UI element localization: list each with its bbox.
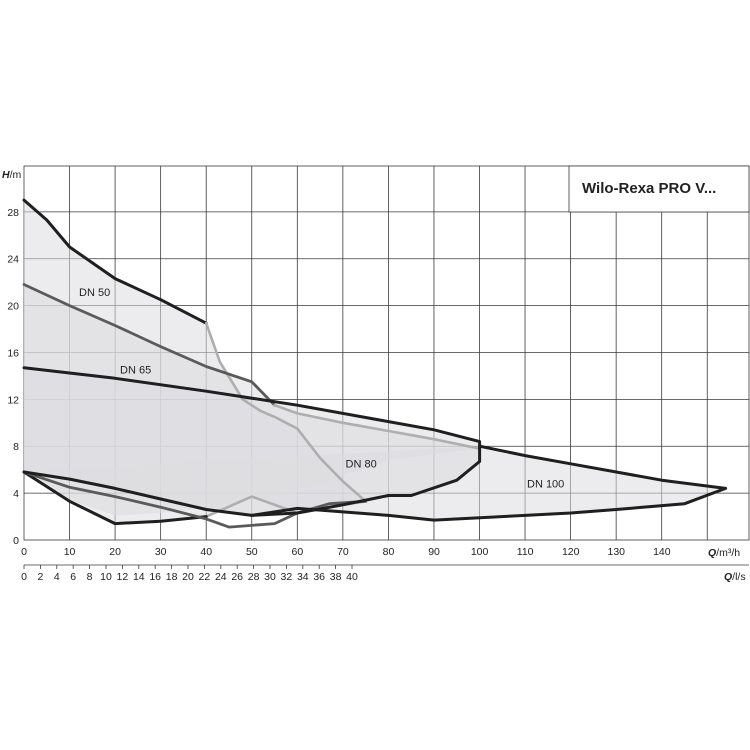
x-tick-label-primary: 60 (292, 546, 304, 558)
x-tick-label-primary: 80 (383, 546, 395, 558)
x-tick-label-secondary: 30 (264, 571, 276, 583)
x-tick-label-secondary: 28 (248, 571, 260, 583)
x-tick-label-secondary: 24 (215, 571, 227, 583)
x-tick-label-primary: 50 (246, 546, 258, 558)
chart-title: Wilo-Rexa PRO V... (582, 180, 716, 197)
x-axis-primary-var: Q (708, 547, 716, 559)
y-axis-var: H (2, 169, 10, 181)
curve-dn-80-0 (22, 366, 482, 517)
y-axis-unit: /m (10, 169, 22, 181)
x-tick-label-secondary: 20 (182, 571, 194, 583)
x-tick-label-primary: 30 (155, 546, 167, 558)
y-tick-label: 8 (13, 441, 19, 453)
x-tick-label-secondary: 32 (281, 571, 293, 583)
curve-dn-65-0 (22, 283, 277, 407)
x-tick-label-primary: 40 (200, 546, 212, 558)
x-tick-label-primary: 110 (517, 546, 534, 558)
region-label-dn-80: DN 80 (346, 458, 377, 470)
x-tick-label-primary: 20 (109, 546, 121, 558)
x-axis-primary-unit: /m³/h (716, 547, 740, 559)
y-tick-label: 0 (13, 535, 19, 547)
region-label-dn-65: DN 65 (120, 365, 151, 377)
x-tick-label-secondary: 16 (149, 571, 161, 583)
x-tick-label-primary: 0 (21, 546, 27, 558)
curves (22, 198, 728, 529)
region-label-dn-50: DN 50 (79, 287, 110, 299)
region-labels: DN 50 DN 65 DN 80 DN 100 (79, 287, 564, 490)
region-fill-dn-100 (24, 446, 726, 521)
x-tick-label-secondary: 38 (330, 571, 342, 583)
x-axis-secondary-var: Q (724, 571, 732, 583)
y-tick-label: 24 (7, 254, 19, 266)
x-tick-label-secondary: 2 (37, 571, 43, 583)
x-axis-primary-label: Q/m³/h (708, 547, 740, 559)
y-tick-label: 20 (7, 301, 19, 313)
y-tick-label: 16 (7, 347, 19, 359)
x-tick-label-secondary: 12 (117, 571, 129, 583)
x-tick-label-secondary: 36 (313, 571, 325, 583)
curve-dn-50-0 (22, 198, 208, 325)
y-axis-label: H/m (2, 169, 22, 181)
x-tick-label-primary: 120 (562, 546, 580, 558)
y-tick-label: 12 (7, 394, 19, 406)
x-tick-label-primary: 70 (337, 546, 349, 558)
region-fills (24, 200, 726, 524)
x-axis-secondary-label: Q/l/s (724, 571, 746, 583)
x-tick-label-secondary: 14 (133, 571, 145, 583)
x-tick-label-primary: 130 (608, 546, 626, 558)
x-tick-label-primary: 140 (653, 546, 671, 558)
y-tick-label: 4 (13, 488, 19, 500)
x-tick-label-secondary: 10 (100, 571, 112, 583)
region-label-dn-100: DN 100 (527, 478, 564, 490)
x-tick-label-primary: 90 (428, 546, 440, 558)
x-tick-label-secondary: 26 (231, 571, 243, 583)
x-tick-label-primary: 100 (471, 546, 489, 558)
title-box: Wilo-Rexa PRO V... (568, 165, 750, 213)
curve-dn-65-1 (273, 403, 481, 450)
curve-dn-50-3 (22, 470, 208, 526)
x-tick-label-secondary: 22 (199, 571, 211, 583)
x-tick-label-secondary: 6 (70, 571, 76, 583)
x-axis-secondary-unit: /l/s (732, 571, 745, 583)
x-tick-label-secondary: 34 (297, 571, 309, 583)
x-tick-label-secondary: 8 (87, 571, 93, 583)
curve-dn-100-0 (250, 444, 728, 522)
x-tick-label-secondary: 18 (166, 571, 178, 583)
x-tick-label-primary: 10 (64, 546, 76, 558)
y-tick-label: 28 (7, 207, 19, 219)
x-tick-label-secondary: 40 (346, 571, 358, 583)
x-tick-label-secondary: 0 (21, 571, 27, 583)
x-tick-label-secondary: 4 (54, 571, 60, 583)
